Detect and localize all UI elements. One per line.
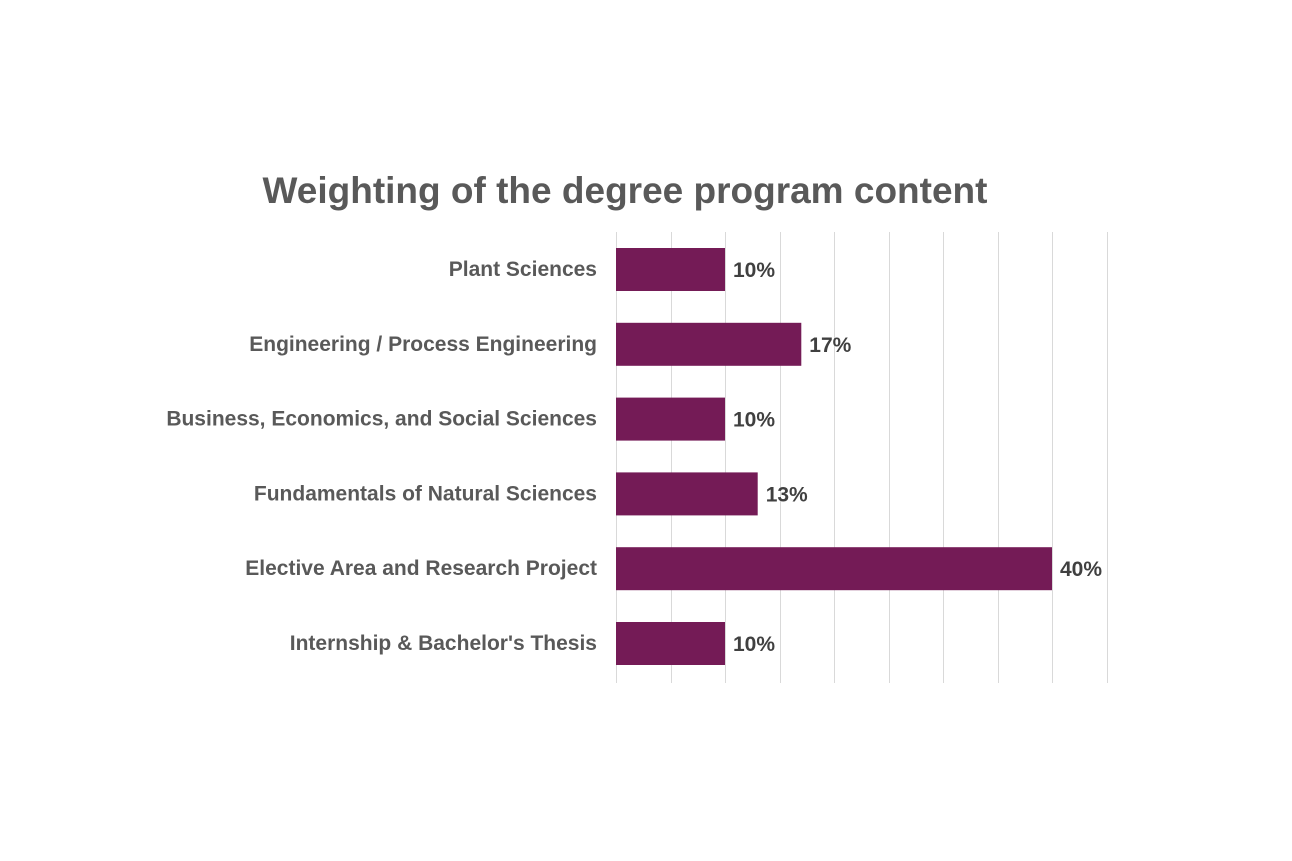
category-label-1: Engineering / Process Engineering <box>249 333 597 356</box>
bar-3 <box>616 472 758 516</box>
category-label-4: Elective Area and Research Project <box>245 557 597 580</box>
bar-2 <box>616 397 725 441</box>
category-label-0: Plant Sciences <box>449 258 597 281</box>
data-label-0: 10% <box>733 259 775 282</box>
bars <box>616 248 1052 665</box>
category-label-5: Internship & Bachelor's Thesis <box>290 632 597 655</box>
bar-0 <box>616 248 725 291</box>
data-label-3: 13% <box>766 483 808 506</box>
data-label-1: 17% <box>809 334 851 357</box>
chart-title: Weighting of the degree program content <box>263 170 988 211</box>
bar-5 <box>616 622 725 665</box>
bar-4 <box>616 547 1052 591</box>
data-label-2: 10% <box>733 409 775 432</box>
category-labels: Plant Sciences Engineering / Process Engi… <box>166 258 597 655</box>
data-label-4: 40% <box>1060 558 1102 581</box>
data-label-5: 10% <box>733 633 775 656</box>
bar-1 <box>616 322 802 366</box>
gridlines <box>616 232 1108 683</box>
data-labels: 10% 17% 10% 13% 40% 10% <box>733 259 1102 656</box>
category-label-3: Fundamentals of Natural Sciences <box>254 482 597 505</box>
category-label-2: Business, Economics, and Social Sciences <box>166 408 597 431</box>
